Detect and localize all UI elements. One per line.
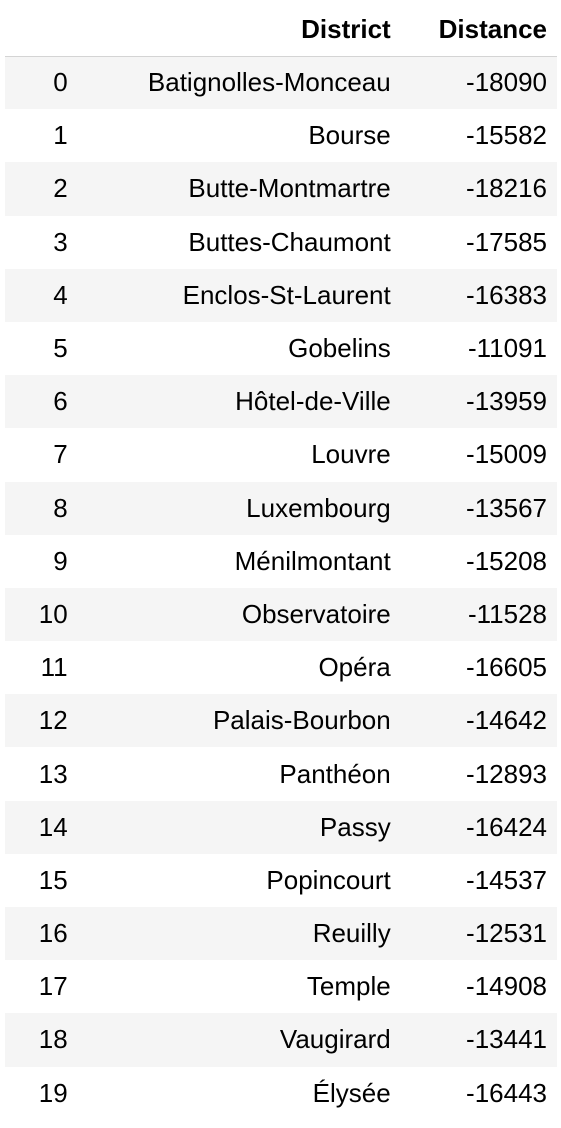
row-index: 14 bbox=[38, 811, 68, 842]
district-cell: Ménilmontant bbox=[234, 545, 391, 576]
table-row: 10 Observatoire -11528 bbox=[5, 587, 557, 642]
distance-cell: -12531 bbox=[466, 918, 547, 949]
row-index: 0 bbox=[53, 67, 68, 98]
table-row: 16 Reuilly -12531 bbox=[5, 907, 557, 961]
row-index: 1 bbox=[53, 120, 68, 151]
district-cell: Opéra bbox=[318, 652, 391, 683]
distance-cell: -18090 bbox=[466, 67, 547, 98]
distance-cell: -14908 bbox=[466, 971, 547, 1002]
row-index: 6 bbox=[53, 386, 68, 417]
table-row: 19 Élysée -16443 bbox=[5, 1066, 557, 1120]
district-cell: Temple bbox=[306, 971, 391, 1002]
table-row: 11 Opéra -16605 bbox=[5, 641, 557, 695]
table-row: 15 Popincourt -14537 bbox=[5, 853, 557, 907]
row-index: 9 bbox=[53, 545, 68, 576]
row-index: 2 bbox=[53, 173, 68, 204]
row-index: 10 bbox=[38, 598, 68, 629]
table-row: 12 Palais-Bourbon -14642 bbox=[5, 694, 557, 748]
distance-cell: -14642 bbox=[466, 705, 547, 736]
distance-cell: -16443 bbox=[466, 1077, 547, 1108]
row-index: 8 bbox=[53, 492, 68, 523]
row-index: 7 bbox=[53, 439, 68, 470]
row-index: 12 bbox=[38, 705, 68, 736]
district-cell: Hôtel-de-Ville bbox=[235, 386, 391, 417]
distance-cell: -16424 bbox=[466, 811, 547, 842]
district-cell: Enclos-St-Laurent bbox=[182, 279, 391, 310]
row-index: 3 bbox=[53, 226, 68, 257]
district-cell: Vaugirard bbox=[279, 1024, 391, 1055]
distance-cell: -17585 bbox=[466, 226, 547, 257]
table-row: 14 Passy -16424 bbox=[5, 800, 557, 854]
dataframe-table: District Distance 0 Batignolles-Monceau -1… bbox=[5, 3, 557, 1120]
header-district: District bbox=[77, 3, 401, 57]
distance-cell: -13441 bbox=[466, 1024, 547, 1055]
table-body: 0 Batignolles-Monceau -18090 1 Bourse -15582 2… bbox=[5, 56, 557, 1120]
row-index: 16 bbox=[38, 918, 68, 949]
distance-cell: -15582 bbox=[466, 120, 547, 151]
table-row: 18 Vaugirard -13441 bbox=[5, 1013, 557, 1067]
table-row: 13 Panthéon -12893 bbox=[5, 747, 557, 801]
table-row: 2 Butte-Montmartre -18216 bbox=[5, 162, 557, 216]
distance-cell: -16383 bbox=[466, 279, 547, 310]
district-cell: Buttes-Chaumont bbox=[188, 226, 391, 257]
row-index: 17 bbox=[38, 971, 68, 1002]
table-row: 0 Batignolles-Monceau -18090 bbox=[5, 56, 557, 110]
district-cell: Bourse bbox=[308, 120, 391, 151]
district-cell: Reuilly bbox=[312, 918, 391, 949]
distance-cell: -12893 bbox=[466, 758, 547, 789]
table-row: 6 Hôtel-de-Ville -13959 bbox=[5, 375, 557, 429]
table-row: 8 Luxembourg -13567 bbox=[5, 481, 557, 535]
table-row: 4 Enclos-St-Laurent -16383 bbox=[5, 268, 557, 322]
district-cell: Gobelins bbox=[288, 333, 391, 364]
district-cell: Luxembourg bbox=[246, 492, 391, 523]
district-cell: Passy bbox=[319, 811, 391, 842]
row-index: 4 bbox=[53, 279, 68, 310]
district-cell: Louvre bbox=[311, 439, 391, 470]
distance-cell: -15009 bbox=[466, 439, 547, 470]
table-row: 7 Louvre -15009 bbox=[5, 428, 557, 482]
distance-cell: -13567 bbox=[466, 492, 547, 523]
district-cell: Observatoire bbox=[241, 598, 391, 629]
distance-cell: -14537 bbox=[466, 864, 547, 895]
row-index: 18 bbox=[38, 1024, 68, 1055]
row-index: 5 bbox=[53, 333, 68, 364]
distance-cell: -11528 bbox=[467, 598, 547, 629]
table-row: 5 Gobelins -11091 bbox=[5, 321, 557, 376]
distance-cell: -11091 bbox=[467, 333, 547, 364]
header-index bbox=[5, 3, 78, 57]
row-index: 15 bbox=[38, 864, 68, 895]
header-distance: Distance bbox=[400, 3, 557, 57]
distance-cell: -15208 bbox=[466, 545, 547, 576]
table-row: 1 Bourse -15582 bbox=[5, 109, 557, 163]
district-cell: Batignolles-Monceau bbox=[147, 67, 391, 98]
district-cell: Butte-Montmartre bbox=[188, 173, 391, 204]
district-cell: Popincourt bbox=[266, 864, 391, 895]
row-index: 19 bbox=[38, 1077, 68, 1108]
table-header: District Distance bbox=[5, 3, 557, 57]
distance-cell: -18216 bbox=[466, 173, 547, 204]
header-row: District Distance bbox=[5, 3, 557, 57]
table-row: 17 Temple -14908 bbox=[5, 960, 557, 1014]
table-row: 3 Buttes-Chaumont -17585 bbox=[5, 215, 557, 269]
district-cell: Palais-Bourbon bbox=[212, 705, 391, 736]
district-cell: Panthéon bbox=[279, 758, 391, 789]
distance-cell: -16605 bbox=[466, 652, 547, 683]
row-index: 13 bbox=[38, 758, 68, 789]
distance-cell: -13959 bbox=[466, 386, 547, 417]
row-index: 11 bbox=[40, 652, 68, 683]
district-cell: Élysée bbox=[312, 1077, 391, 1108]
table-row: 9 Ménilmontant -15208 bbox=[5, 534, 557, 588]
